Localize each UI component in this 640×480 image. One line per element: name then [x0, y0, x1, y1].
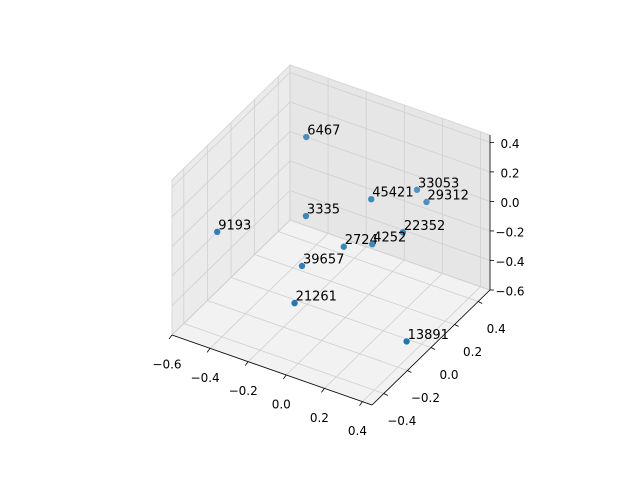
point — [298, 262, 306, 270]
grid-line — [171, 101, 291, 218]
grid-line — [207, 300, 408, 371]
grid-line — [171, 190, 291, 306]
x-tick-label: −0.4 — [191, 371, 220, 385]
x-tick-label: −0.2 — [229, 384, 258, 398]
grid-line — [289, 219, 491, 291]
point-label: 3335 — [307, 203, 340, 218]
grid-line — [171, 72, 291, 188]
y-axis — [371, 289, 491, 406]
z-tick-label: 0.2 — [500, 166, 519, 180]
tick-mark — [407, 370, 412, 373]
tick-mark — [168, 334, 173, 340]
point — [291, 299, 298, 307]
point-label: 29312 — [428, 188, 469, 203]
x-axis — [171, 334, 373, 406]
point — [303, 133, 310, 141]
grid-line — [278, 231, 479, 302]
tick-mark — [383, 393, 388, 396]
y-tick-label: 0.0 — [439, 368, 458, 382]
point-label: 4252 — [373, 231, 406, 246]
x-tick-label: 0.4 — [348, 424, 367, 438]
grid-line — [171, 131, 291, 247]
z-tick-label: 0.0 — [500, 196, 519, 210]
grid-line — [230, 277, 432, 348]
tick-mark — [321, 388, 325, 393]
grid-line — [289, 72, 491, 143]
point — [302, 212, 310, 220]
grid-line — [289, 190, 491, 261]
grid-line — [183, 323, 384, 394]
point — [368, 196, 375, 203]
tick-mark — [430, 347, 436, 350]
x-tick-label: 0.2 — [310, 411, 329, 425]
grid-line — [171, 219, 291, 336]
point-label: 6467 — [307, 124, 340, 139]
y-tick-label: 0.4 — [487, 322, 506, 336]
z-tick-label: −0.4 — [495, 255, 524, 269]
y-tick-label: −0.4 — [387, 414, 416, 428]
grid-line — [171, 160, 291, 277]
x-tick-label: −0.6 — [152, 358, 181, 372]
y-tick-label: 0.2 — [463, 345, 482, 359]
point — [423, 198, 430, 206]
point-label: 39657 — [303, 252, 344, 267]
point-label: 22352 — [404, 219, 445, 234]
tick-mark — [454, 324, 459, 327]
z-tick-label: −0.6 — [495, 285, 524, 299]
point — [369, 240, 376, 248]
z-tick-label: −0.2 — [495, 225, 524, 239]
point-label: 9193 — [218, 218, 251, 233]
y-tick-label: −0.2 — [411, 391, 440, 405]
tick-mark — [244, 361, 249, 366]
tick-mark — [282, 374, 287, 380]
grid-line — [254, 254, 455, 325]
tick-mark — [359, 401, 363, 406]
z-tick-label: 0.4 — [500, 137, 519, 151]
grid-line — [289, 131, 491, 202]
tick-mark — [206, 348, 211, 353]
point-label: 13891 — [408, 328, 449, 343]
point — [213, 228, 221, 236]
point-label: 21261 — [296, 290, 337, 305]
grid-line — [289, 160, 491, 232]
grid-line — [289, 101, 491, 173]
point — [340, 243, 347, 250]
point-label: 33053 — [418, 176, 459, 191]
point — [399, 229, 407, 236]
x-tick-label: 0.0 — [272, 398, 291, 412]
tick-mark — [478, 301, 483, 304]
point — [413, 186, 421, 193]
point — [403, 338, 410, 345]
point-label: 45421 — [372, 186, 413, 201]
